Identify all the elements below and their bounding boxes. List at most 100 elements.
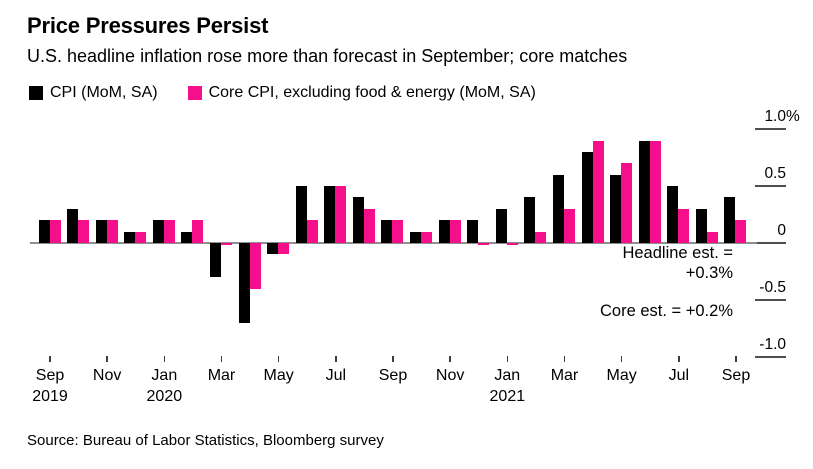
core-cpi-bar-mar-2021 xyxy=(563,208,575,243)
cpi-bar-jan-2021 xyxy=(495,208,507,243)
core-cpi-bar-nov-2019 xyxy=(106,220,118,243)
core-cpi-bar-sep-2021 xyxy=(735,220,747,243)
x-axis-month-label: Jul xyxy=(668,367,690,384)
headline-estimate-line1: Headline est. = xyxy=(622,244,733,262)
core-cpi-swatch-icon xyxy=(187,86,202,100)
y-axis-tick-1.0 xyxy=(755,128,786,130)
core-cpi-bar-jan-2021 xyxy=(506,242,518,245)
x-axis-month-label: Jul xyxy=(325,367,347,384)
core-cpi-bar-aug-2021 xyxy=(706,231,718,243)
core-cpi-bar-may-2020 xyxy=(278,243,290,255)
cpi-bar-jan-2020 xyxy=(152,220,164,243)
x-axis-month-label: Mar xyxy=(207,367,236,384)
cpi-bar-aug-2021 xyxy=(695,208,707,243)
core-cpi-bar-jul-2021 xyxy=(678,208,690,243)
x-axis-tick-sep xyxy=(392,356,394,362)
cpi-bar-sep-2021 xyxy=(724,197,736,243)
x-axis-month-label: Jan xyxy=(151,367,178,384)
core-cpi-bar-jan-2020 xyxy=(163,220,175,243)
cpi-bar-apr-2021 xyxy=(581,151,593,243)
cpi-bar-mar-2021 xyxy=(552,174,564,243)
cpi-bar-oct-2019 xyxy=(67,208,79,243)
cpi-bar-aug-2020 xyxy=(352,197,364,243)
cpi-bar-sep-2019 xyxy=(38,220,50,243)
cpi-legend-label: CPI (MoM, SA) xyxy=(50,84,158,101)
x-axis-month-label: Sep xyxy=(35,367,65,384)
y-axis-label--1.0: -1.0 xyxy=(759,335,786,353)
cpi-bar-dec-2019 xyxy=(124,231,136,243)
x-axis-tick-mar xyxy=(563,356,566,362)
core-cpi-bar-jun-2021 xyxy=(649,140,661,243)
y-axis-tick-0 xyxy=(755,242,786,244)
cpi-swatch-icon xyxy=(29,86,43,100)
headline-estimate-line2: +0.3% xyxy=(685,263,733,282)
cpi-bar-mar-2020 xyxy=(209,243,221,278)
x-axis-tick-jul xyxy=(335,356,337,362)
source-credit: Source: Bureau of Labor Statistics, Bloo… xyxy=(27,432,384,449)
x-axis-month-label: Nov xyxy=(92,367,122,384)
cpi-bar-nov-2020 xyxy=(438,220,450,243)
cpi-bar-oct-2020 xyxy=(410,231,422,243)
x-axis-month-label: Mar xyxy=(550,367,579,384)
core-cpi-bar-nov-2020 xyxy=(449,220,461,243)
x-axis-month-label: May xyxy=(606,367,637,384)
core-cpi-bar-sep-2019 xyxy=(49,220,61,243)
core-cpi-bar-oct-2019 xyxy=(78,220,90,243)
x-axis-month-label: Nov xyxy=(435,367,465,384)
core-cpi-bar-oct-2020 xyxy=(421,231,433,243)
x-axis-tick-nov xyxy=(449,356,451,362)
cpi-bar-apr-2020 xyxy=(238,243,250,323)
percent-suffix: % xyxy=(786,108,800,126)
x-axis-month-label: Sep xyxy=(378,367,408,384)
core-cpi-bar-sep-2020 xyxy=(392,220,404,243)
y-axis-tick-0.5 xyxy=(755,185,786,187)
x-axis-year-label: 2020 xyxy=(146,388,183,405)
x-axis-tick-sep xyxy=(735,356,737,362)
x-axis-year-label: 2021 xyxy=(489,388,526,405)
chart-legend: CPI (MoM, SA) Core CPI, excluding food &… xyxy=(29,84,536,102)
core-cpi-legend-label: Core CPI, excluding food & energy (MoM, … xyxy=(208,84,536,101)
x-axis-month-label: Sep xyxy=(721,367,751,384)
cpi-bar-jun-2021 xyxy=(638,140,650,243)
x-axis-tick-may xyxy=(277,356,280,362)
y-axis-label-1.0: 1.0% xyxy=(764,108,800,126)
cpi-bar-nov-2019 xyxy=(95,220,107,243)
x-axis-month-label: May xyxy=(263,367,294,384)
core-cpi-bar-feb-2020 xyxy=(192,220,204,243)
x-axis-tick-sep-2019 xyxy=(49,356,51,362)
x-axis-tick-mar xyxy=(220,356,223,362)
cpi-bar-jun-2020 xyxy=(295,186,307,243)
cpi-bar-jul-2021 xyxy=(667,186,679,243)
cpi-bar-feb-2020 xyxy=(181,231,193,243)
headline-estimate-annotation: Headline est. = +0.3% xyxy=(622,244,733,283)
core-estimate-annotation: Core est. = +0.2% xyxy=(600,302,733,320)
cpi-bar-sep-2020 xyxy=(381,220,393,243)
y-axis-label-0: 0 xyxy=(777,222,786,239)
x-axis-tick-jan-2021 xyxy=(506,356,509,362)
core-cpi-bar-aug-2020 xyxy=(363,208,375,243)
core-cpi-bar-apr-2020 xyxy=(249,243,261,289)
cpi-bar-may-2020 xyxy=(267,243,279,255)
x-axis-tick-jan-2020 xyxy=(163,356,166,362)
cpi-bar-feb-2021 xyxy=(524,197,536,243)
core-cpi-bar-mar-2020 xyxy=(220,242,232,245)
y-axis-label--0.5: -0.5 xyxy=(759,278,786,296)
core-cpi-bar-jun-2020 xyxy=(306,220,318,243)
x-axis-tick-nov xyxy=(106,356,108,362)
x-axis-zero-line xyxy=(30,242,757,244)
core-cpi-bar-dec-2020 xyxy=(478,242,490,245)
y-axis-tick--0.5 xyxy=(755,299,786,301)
legend-item-cpi: CPI (MoM, SA) xyxy=(29,84,158,102)
x-axis-month-label: Jan xyxy=(494,367,521,384)
cpi-bar-jul-2020 xyxy=(324,186,336,243)
core-cpi-bar-may-2021 xyxy=(621,163,633,243)
cpi-bar-dec-2020 xyxy=(467,220,479,243)
x-axis-tick-may xyxy=(620,356,623,362)
core-cpi-bar-feb-2021 xyxy=(535,231,547,243)
core-cpi-bar-dec-2019 xyxy=(135,231,147,243)
core-cpi-bar-jul-2020 xyxy=(335,186,347,243)
legend-item-core-cpi: Core CPI, excluding food & energy (MoM, … xyxy=(187,84,536,102)
y-axis-label-0.5: 0.5 xyxy=(764,165,786,183)
